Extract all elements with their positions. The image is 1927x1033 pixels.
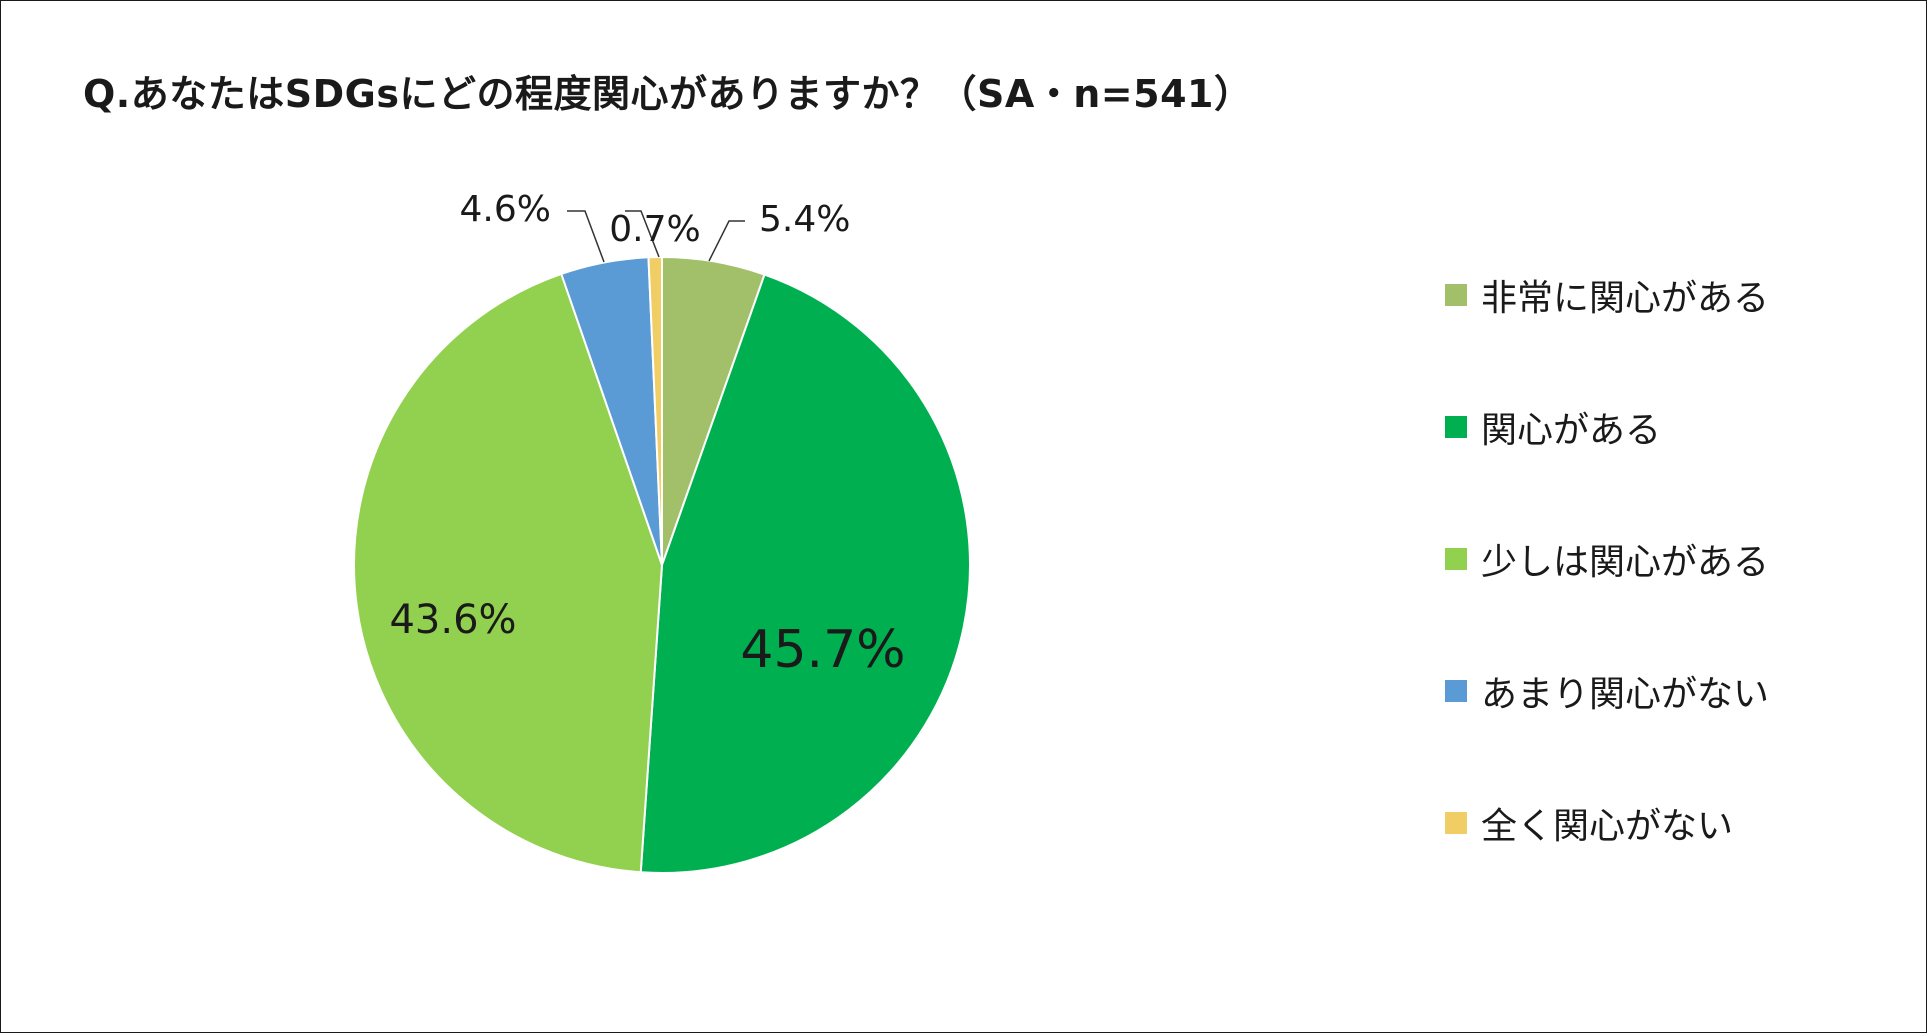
leader-line-5 xyxy=(625,210,660,258)
legend-label-1: 非常に関心がある xyxy=(1481,278,1770,319)
legend-swatch-5 xyxy=(1445,812,1467,834)
legend-item-2: 関心がある xyxy=(1445,405,1661,451)
legend-item-3: 少しは関心がある xyxy=(1445,537,1769,583)
data-label-1: 5.4% xyxy=(759,199,850,240)
legend-swatch-2 xyxy=(1445,416,1467,438)
data-label-4: 4.6% xyxy=(460,189,551,230)
pie-slice-3 xyxy=(353,272,664,874)
legend-swatch-4 xyxy=(1445,680,1467,702)
legend-item-1: 非常に関心がある xyxy=(1445,273,1769,319)
chart-title: Q.あなたはSDGsにどの程度関心がありますか？（SA・n=541） xyxy=(83,72,1253,116)
legend-swatch-3 xyxy=(1445,548,1467,570)
data-label-3: 43.6% xyxy=(389,597,516,643)
legend-label-4: あまり関心がない xyxy=(1481,674,1770,715)
legend-label-5: 全く関心がない xyxy=(1481,806,1734,847)
data-label-2: 45.7% xyxy=(740,620,905,680)
legend-label-2: 関心がある xyxy=(1481,410,1662,451)
pie-slice-5 xyxy=(647,255,663,566)
leader-line-4 xyxy=(567,210,605,263)
legend-item-4: あまり関心がない xyxy=(1445,669,1769,715)
legend-swatch-1 xyxy=(1445,284,1467,306)
leader-line-1 xyxy=(708,220,745,262)
legend-item-5: 全く関心がない xyxy=(1445,801,1733,847)
data-label-5: 0.7% xyxy=(609,209,700,250)
pie-slice-2 xyxy=(639,273,971,874)
legend-label-3: 少しは関心がある xyxy=(1481,542,1770,583)
